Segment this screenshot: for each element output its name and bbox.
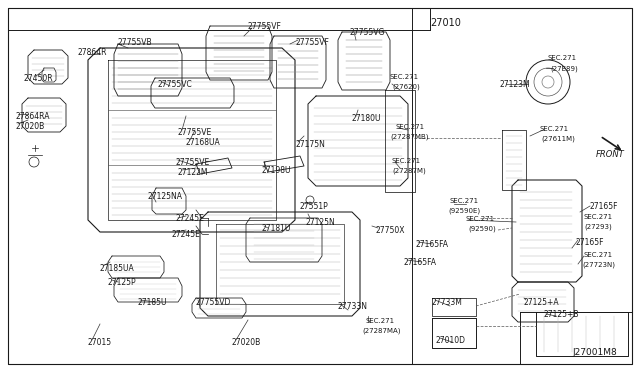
Text: 27125P: 27125P <box>108 278 136 287</box>
Text: (27287MA): (27287MA) <box>362 328 401 334</box>
Text: 27122M: 27122M <box>178 168 209 177</box>
Text: 27185UA: 27185UA <box>100 264 135 273</box>
Text: (27E89): (27E89) <box>550 65 578 71</box>
Text: (92590): (92590) <box>468 226 496 232</box>
Text: 27450R: 27450R <box>24 74 54 83</box>
Text: 27180U: 27180U <box>352 114 381 123</box>
Text: 27125+A: 27125+A <box>524 298 559 307</box>
Text: 27755VG: 27755VG <box>350 28 385 37</box>
Text: 27245E: 27245E <box>175 214 204 223</box>
Text: SEC.271: SEC.271 <box>392 158 421 164</box>
Text: 27165F: 27165F <box>575 238 604 247</box>
Text: SEC.271: SEC.271 <box>466 216 495 222</box>
Text: 27755VB: 27755VB <box>118 38 152 47</box>
Text: 27864RA: 27864RA <box>15 112 49 121</box>
Text: 27864R: 27864R <box>78 48 108 57</box>
Text: FRONT: FRONT <box>596 150 625 159</box>
Text: SEC.271: SEC.271 <box>366 318 395 324</box>
Text: 27185U: 27185U <box>138 298 168 307</box>
Text: 27010: 27010 <box>430 18 461 28</box>
Text: (27287M): (27287M) <box>392 168 426 174</box>
Text: 27181U: 27181U <box>262 224 291 233</box>
Text: 27755VF: 27755VF <box>296 38 330 47</box>
Text: 27165FA: 27165FA <box>416 240 449 249</box>
Text: 27755VE: 27755VE <box>178 128 212 137</box>
Text: SEC.271: SEC.271 <box>395 124 424 130</box>
Text: 27733N: 27733N <box>338 302 368 311</box>
Text: 27198U: 27198U <box>262 166 291 175</box>
Text: 27755VF: 27755VF <box>248 22 282 31</box>
Text: 27165FA: 27165FA <box>404 258 437 267</box>
Text: 27168UA: 27168UA <box>185 138 220 147</box>
Text: SEC.271: SEC.271 <box>583 214 612 220</box>
Text: 27010D: 27010D <box>436 336 466 345</box>
Text: 27755VD: 27755VD <box>195 298 230 307</box>
Text: (27293): (27293) <box>584 224 612 231</box>
Text: 27733M: 27733M <box>432 298 463 307</box>
Text: (92590E): (92590E) <box>448 208 480 215</box>
Text: 27015: 27015 <box>88 338 112 347</box>
Text: 27125NA: 27125NA <box>148 192 183 201</box>
Text: 27245E: 27245E <box>172 230 201 239</box>
Text: 27165F: 27165F <box>590 202 618 211</box>
Text: 27755VE: 27755VE <box>175 158 209 167</box>
Text: SEC.271: SEC.271 <box>540 126 569 132</box>
Text: 27551P: 27551P <box>300 202 329 211</box>
Text: (27611M): (27611M) <box>541 136 575 142</box>
Text: SEC.271: SEC.271 <box>390 74 419 80</box>
Text: 27123M: 27123M <box>500 80 531 89</box>
Text: 27125+B: 27125+B <box>544 310 579 319</box>
Text: SEC.271: SEC.271 <box>548 55 577 61</box>
Text: SEC.271: SEC.271 <box>450 198 479 204</box>
Text: 27175N: 27175N <box>296 140 326 149</box>
Text: (27723N): (27723N) <box>582 262 615 269</box>
Text: J27001M8: J27001M8 <box>572 348 617 357</box>
Text: (27620): (27620) <box>392 84 420 90</box>
Text: 27125N: 27125N <box>306 218 336 227</box>
Text: SEC.271: SEC.271 <box>583 252 612 258</box>
Text: 27750X: 27750X <box>375 226 404 235</box>
Text: 27020B: 27020B <box>232 338 261 347</box>
Text: 27755VC: 27755VC <box>158 80 193 89</box>
Text: 27020B: 27020B <box>16 122 45 131</box>
Text: (27287MB): (27287MB) <box>390 134 429 141</box>
